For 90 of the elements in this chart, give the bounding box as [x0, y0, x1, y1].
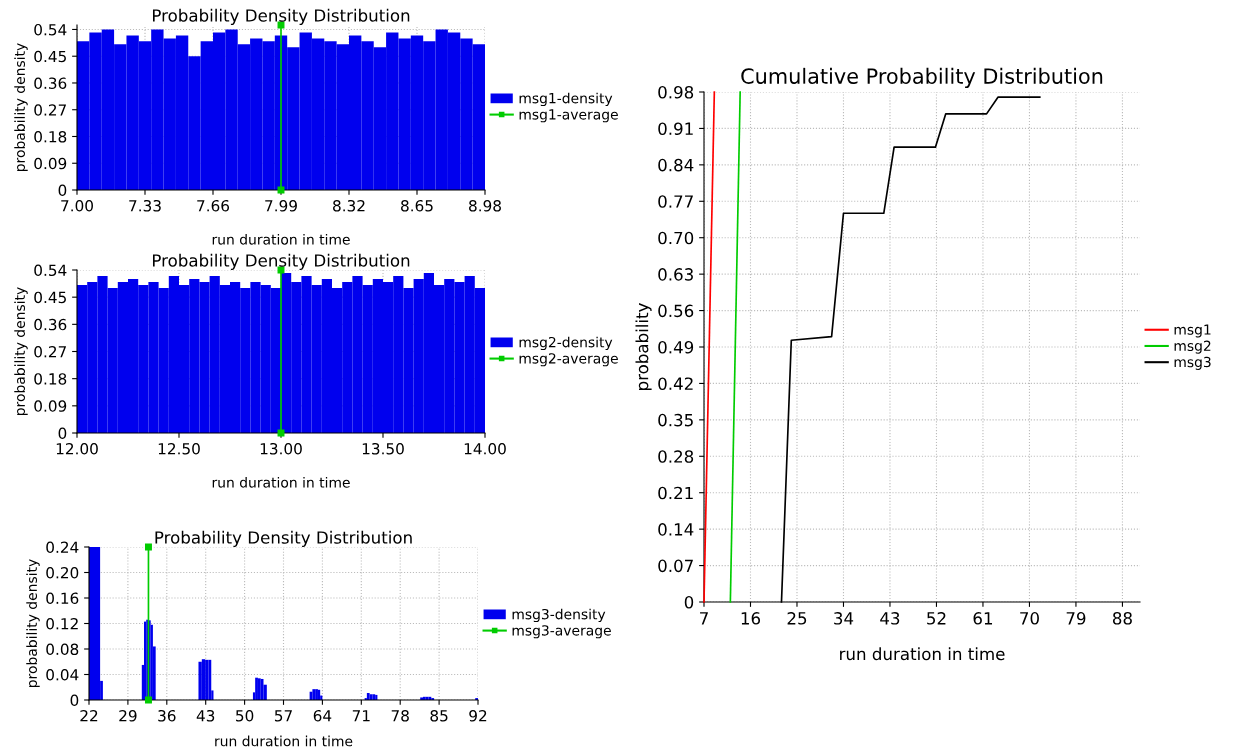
x-tick-label: 43: [196, 709, 215, 722]
legend-label: msg3: [1174, 356, 1211, 370]
y-tick-label: 0.14: [658, 523, 694, 536]
y-tick-label: 0: [684, 595, 694, 609]
y-axis-title: probability density: [14, 43, 28, 171]
x-tick-label: 92: [469, 709, 487, 722]
x-tick-label: 29: [119, 709, 137, 722]
x-tick-label: 8.65: [401, 199, 433, 212]
x-tick-label: 12.50: [158, 442, 200, 455]
y-tick-label: 0.54: [34, 23, 67, 36]
y-tick-label: 0.20: [46, 566, 79, 579]
y-tick-label: 0.84: [658, 158, 694, 172]
legend-label: msg3-density: [512, 608, 606, 623]
legend-label: msg2: [1174, 340, 1211, 354]
x-tick-label: 13.50: [362, 442, 404, 455]
y-tick-label: 0.36: [34, 318, 67, 331]
chart-title: Probability Density Distribution: [152, 8, 410, 25]
y-tick-label: 0.70: [658, 231, 694, 245]
chart-title: Cumulative Probability Distribution: [741, 67, 1103, 88]
y-tick-label: 0.18: [34, 130, 67, 143]
y-tick-label: 0.21: [658, 486, 693, 500]
y-tick-label: 0.54: [34, 264, 67, 277]
y-tick-label: 0: [58, 184, 67, 197]
x-tick-label: 88: [1112, 612, 1132, 625]
y-tick-label: 0.27: [34, 345, 66, 358]
x-tick-label: 7.00: [61, 199, 93, 212]
chart-title: Probability Density Distribution: [155, 530, 412, 547]
x-tick-label: 14.00: [464, 442, 506, 455]
y-tick-label: 0.09: [34, 157, 67, 170]
x-tick-label: 7.33: [129, 199, 161, 212]
legend-label: msg1-density: [519, 92, 613, 107]
x-axis-title: run duration in time: [215, 735, 353, 747]
y-tick-label: 0.36: [34, 77, 67, 89]
y-tick-label: 0.07: [658, 559, 693, 573]
legend-label: msg1: [1174, 324, 1211, 338]
y-tick-label: 0.16: [46, 592, 79, 605]
x-tick-label: 85: [430, 709, 448, 722]
y-tick-label: 0.98: [658, 85, 694, 99]
y-tick-label: 0.77: [658, 195, 693, 208]
y-tick-label: 0.63: [658, 268, 693, 281]
x-tick-label: 71: [352, 710, 370, 722]
x-tick-label: 25: [787, 612, 807, 625]
x-axis-title: run duration in time: [212, 233, 350, 245]
y-tick-label: 0.45: [34, 291, 66, 304]
chart-title: Probability Density Distribution: [152, 253, 410, 270]
y-tick-label: 0.42: [658, 377, 693, 390]
y-tick-label: 0.27: [34, 104, 66, 116]
y-tick-label: 0: [70, 694, 79, 707]
x-axis-title: run duration in time: [212, 476, 350, 488]
x-tick-label: 78: [391, 709, 409, 722]
x-tick-label: 36: [158, 709, 176, 722]
x-tick-label: 70: [1020, 612, 1039, 625]
x-tick-label: 13.00: [260, 442, 302, 455]
y-tick-label: 0.12: [46, 617, 78, 630]
legend-label: msg3-average: [512, 625, 611, 639]
x-tick-label: 52: [927, 612, 946, 625]
x-tick-label: 12.00: [56, 442, 98, 455]
y-tick-label: 0.91: [658, 122, 693, 135]
x-tick-label: 64: [313, 709, 332, 722]
y-tick-label: 0.45: [34, 50, 66, 63]
x-tick-label: 22: [80, 709, 98, 722]
legend-label: msg1-average: [519, 109, 618, 123]
y-axis-title: probability density: [14, 287, 28, 415]
y-tick-label: 0.04: [46, 668, 79, 681]
y-tick-label: 0.35: [658, 413, 693, 427]
x-tick-label: 50: [236, 709, 254, 722]
x-tick-label: 61: [973, 612, 993, 625]
legend-label: msg2-density: [519, 336, 613, 351]
x-tick-label: 16: [741, 612, 761, 625]
y-tick-label: 0.24: [46, 541, 79, 554]
x-tick-label: 57: [274, 710, 292, 722]
y-tick-label: 0.09: [34, 400, 67, 412]
y-tick-label: 0.49: [658, 340, 694, 354]
x-tick-label: 7.99: [265, 199, 297, 212]
x-tick-label: 8.98: [469, 199, 501, 212]
x-tick-label: 7: [700, 612, 708, 625]
x-tick-label: 8.32: [333, 199, 365, 212]
x-tick-label: 43: [880, 612, 900, 625]
x-tick-label: 34: [834, 612, 854, 625]
y-tick-label: 0: [58, 427, 67, 440]
y-tick-label: 0.08: [46, 643, 79, 656]
y-tick-label: 0.28: [658, 450, 694, 463]
x-tick-label: 79: [1066, 612, 1086, 625]
x-tick-label: 7.66: [197, 199, 230, 212]
y-tick-label: 0.56: [658, 304, 694, 318]
x-axis-title: run duration in time: [840, 647, 1005, 661]
y-axis-title: probability: [635, 303, 652, 390]
legend-label: msg2-average: [519, 353, 618, 367]
y-axis-title: probability density: [26, 559, 40, 687]
y-tick-label: 0.18: [34, 373, 67, 385]
